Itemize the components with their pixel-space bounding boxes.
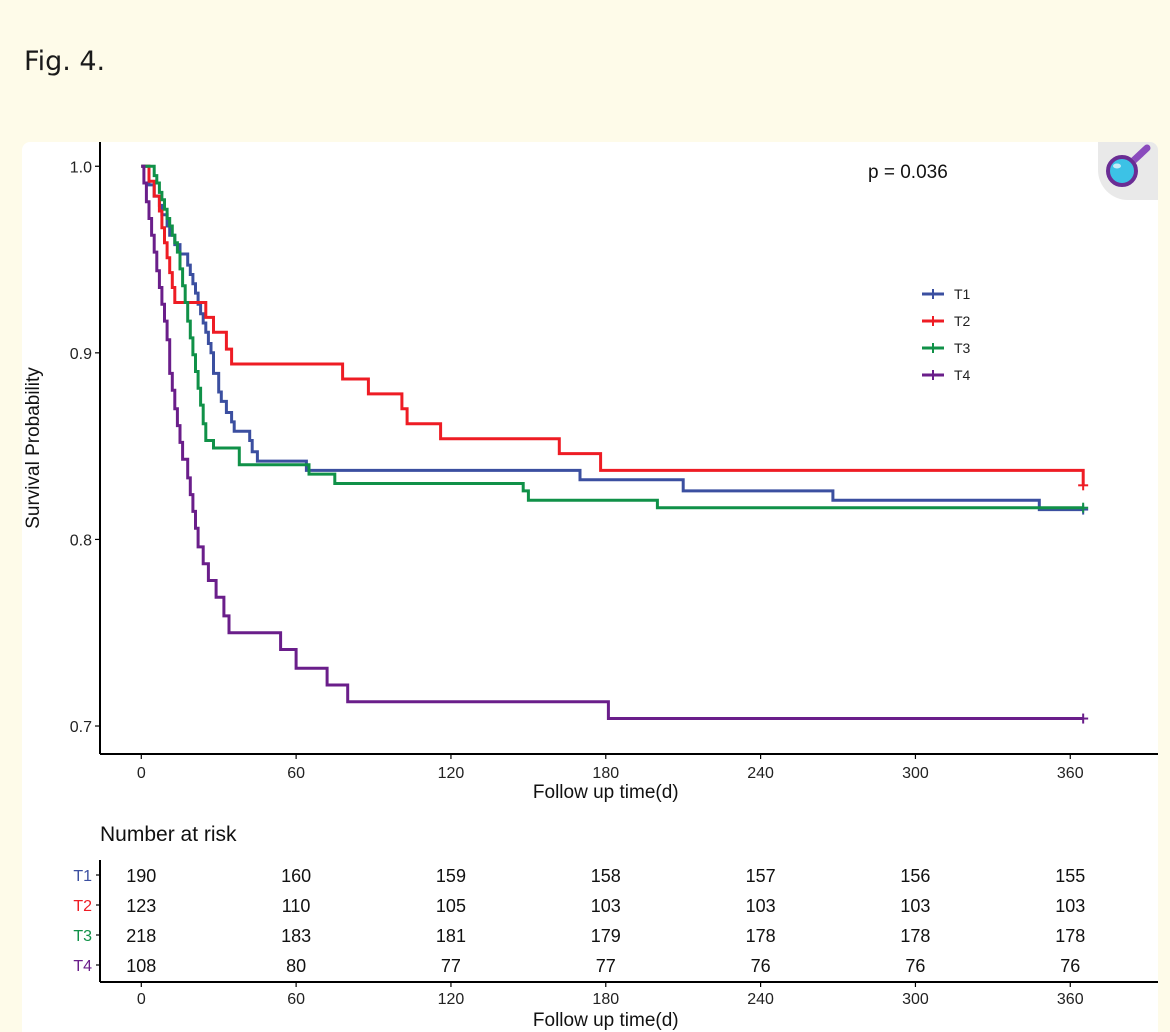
x-tick-label: 300	[902, 765, 929, 782]
zoom-button[interactable]	[1098, 142, 1158, 200]
plot-area: 0.7 0.8 0.9 1.0 0 60 120 180 240 300 360 Follow up …	[23, 142, 1158, 803]
risk-row-label: T3	[73, 928, 92, 945]
risk-row-t1: T1 190 160 159 158 157 156 155	[73, 866, 1085, 886]
risk-count-cell: 103	[746, 896, 776, 916]
risk-count-cell: 178	[1055, 926, 1085, 946]
survival-curve-t1	[141, 164, 1084, 512]
x-tick-label: 120	[438, 765, 465, 782]
legend: T1 T2 T3 T4	[922, 286, 971, 383]
magnifier-zoom-icon	[1106, 144, 1151, 187]
p-value-annotation: p = 0.036	[868, 162, 948, 183]
x-tick-label: 360	[1057, 765, 1084, 782]
censor-mark-t3	[1078, 502, 1089, 513]
x-tick-label: 240	[747, 765, 774, 782]
survival-curve-t3	[141, 164, 1084, 510]
risk-row-label: T1	[73, 868, 92, 885]
censor-mark-t2	[1078, 480, 1089, 491]
risk-count-cell: 77	[441, 956, 461, 976]
risk-count-cell: 157	[746, 866, 776, 886]
risk-x-tick-label: 120	[438, 991, 465, 1008]
censor-mark-t4	[1078, 713, 1089, 724]
risk-count-cell: 103	[1055, 896, 1085, 916]
risk-count-cell: 179	[591, 926, 621, 946]
legend-label: T3	[954, 340, 971, 356]
y-tick-label: 0.9	[70, 346, 92, 363]
risk-row-label: T2	[73, 898, 92, 915]
legend-item-t4: T4	[922, 367, 971, 383]
risk-x-tick-label: 0	[137, 991, 146, 1008]
y-axis-title: Survival Probability	[23, 367, 44, 529]
risk-count-cell: 80	[286, 956, 306, 976]
risk-row-t3: T3 218 183 181 179 178 178 178	[73, 926, 1085, 946]
legend-label: T2	[954, 313, 971, 329]
risk-x-tick-label: 180	[592, 991, 619, 1008]
risk-table-title: Number at risk	[100, 823, 237, 846]
risk-count-cell: 103	[591, 896, 621, 916]
risk-count-cell: 105	[436, 896, 466, 916]
risk-count-cell: 77	[596, 956, 616, 976]
survival-curve-t4	[141, 164, 1084, 720]
legend-item-t3: T3	[922, 340, 971, 356]
survival-chart: 0.7 0.8 0.9 1.0 0 60 120 180 240 300 360 Follow up …	[23, 142, 1158, 1031]
risk-x-tick-label: 360	[1057, 991, 1084, 1008]
x-tick-label: 180	[592, 765, 619, 782]
x-axis-title: Follow up time(d)	[533, 782, 679, 803]
risk-count-cell: 159	[436, 866, 466, 886]
risk-count-cell: 103	[900, 896, 930, 916]
risk-count-cell: 76	[751, 956, 771, 976]
risk-count-cell: 160	[281, 866, 311, 886]
risk-count-cell: 190	[126, 866, 156, 886]
risk-count-cell: 181	[436, 926, 466, 946]
risk-count-cell: 158	[591, 866, 621, 886]
risk-count-cell: 123	[126, 896, 156, 916]
legend-item-t2: T2	[922, 313, 971, 329]
legend-label: T1	[954, 286, 971, 302]
survival-curve-t2	[141, 164, 1085, 486]
risk-row-t4: T4 108 80 77 77 76 76 76	[73, 956, 1080, 976]
y-tick-label: 1.0	[70, 159, 92, 176]
x-tick-label: 60	[287, 765, 305, 782]
risk-table: Number at risk T1 190 160 159 158 157 156 155 T2 1…	[73, 823, 1158, 1031]
risk-row-label: T4	[73, 958, 92, 975]
risk-count-cell: 76	[1060, 956, 1080, 976]
risk-count-cell: 108	[126, 956, 156, 976]
risk-x-axis-title: Follow up time(d)	[533, 1010, 679, 1031]
risk-count-cell: 218	[126, 926, 156, 946]
legend-item-t1: T1	[922, 286, 971, 302]
figure-panel: 0.7 0.8 0.9 1.0 0 60 120 180 240 300 360 Follow up …	[22, 142, 1158, 1032]
y-tick-label: 0.8	[70, 532, 92, 549]
risk-count-cell: 110	[282, 896, 311, 916]
risk-count-cell: 178	[746, 926, 776, 946]
x-tick-label: 0	[137, 765, 146, 782]
risk-row-t2: T2 123 110 105 103 103 103 103	[73, 896, 1085, 916]
risk-count-cell: 156	[900, 866, 930, 886]
risk-count-cell: 76	[905, 956, 925, 976]
risk-count-cell: 178	[900, 926, 930, 946]
legend-label: T4	[954, 367, 971, 383]
figure-caption: Fig. 4.	[24, 46, 106, 77]
risk-x-tick-label: 60	[287, 991, 305, 1008]
risk-x-tick-label: 240	[747, 991, 774, 1008]
risk-count-cell: 155	[1055, 866, 1085, 886]
y-tick-label: 0.7	[70, 719, 92, 736]
risk-x-tick-label: 300	[902, 991, 929, 1008]
risk-count-cell: 183	[281, 926, 311, 946]
